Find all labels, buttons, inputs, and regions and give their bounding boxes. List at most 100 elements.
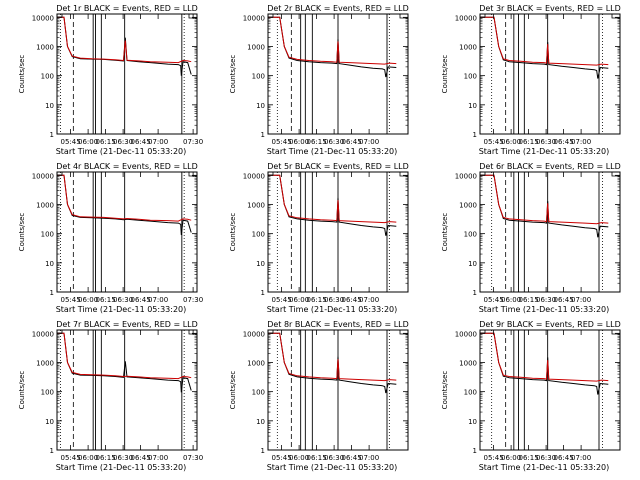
- x-tick-label: 06:45: [342, 454, 362, 462]
- series-events-line: [268, 174, 397, 236]
- corner-marker: [188, 14, 197, 19]
- y-axis-label: Counts/sec: [18, 55, 26, 94]
- x-tick-label: 06:00: [501, 138, 521, 146]
- x-axis-label: Start Time (21-Dec-11 05:33:20): [267, 305, 398, 314]
- series-lld-line: [480, 332, 609, 382]
- y-tick-label: 1: [261, 131, 265, 139]
- x-tick-label: 06:00: [78, 138, 98, 146]
- chart-title: Det 4r BLACK = Events, RED = LLD: [56, 162, 198, 171]
- x-tick-label: 06:00: [289, 454, 309, 462]
- x-tick-label: 06:45: [131, 138, 151, 146]
- x-tick-label: 06:30: [536, 138, 556, 146]
- plot-frame: [267, 13, 409, 135]
- x-tick-label: 06:45: [342, 138, 362, 146]
- y-axis-label: Counts/sec: [18, 371, 26, 410]
- chart-title: Det 6r BLACK = Events, RED = LLD: [479, 162, 621, 171]
- chart-panel-7: Det 7r BLACK = Events, RED = LLD Counts/s…: [18, 320, 203, 472]
- y-tick-label: 10: [256, 260, 265, 268]
- series-lld-line: [57, 16, 192, 64]
- x-tick-label: 05:45: [61, 296, 81, 304]
- y-tick-label: 10000: [32, 330, 54, 338]
- y-tick-label: 10: [45, 260, 54, 268]
- x-tick-label: 06:30: [324, 454, 344, 462]
- x-tick-label: 06:00: [289, 138, 309, 146]
- y-axis-label: Counts/sec: [229, 371, 237, 410]
- y-tick-label: 1: [261, 447, 265, 455]
- y-tick-label: 1000: [459, 43, 477, 51]
- x-tick-label: 07:00: [148, 138, 168, 146]
- series-events-line: [268, 332, 397, 394]
- x-tick-label: 06:00: [78, 454, 98, 462]
- y-tick-label: 10: [468, 102, 477, 110]
- x-tick-label: 06:15: [96, 296, 116, 304]
- x-tick-label: 06:45: [554, 138, 574, 146]
- x-tick-label: 06:15: [307, 296, 327, 304]
- x-tick-label: 06:30: [324, 296, 344, 304]
- x-axis-label: Start Time (21-Dec-11 05:33:20): [267, 147, 398, 156]
- y-tick-label: 1000: [36, 359, 54, 367]
- plot-area: [268, 330, 408, 450]
- y-tick-label: 1000: [247, 359, 265, 367]
- y-axis-label: Counts/sec: [229, 213, 237, 252]
- y-tick-label: 100: [41, 389, 54, 397]
- series-lld-line: [480, 16, 609, 66]
- y-tick-label: 100: [252, 73, 265, 81]
- series-lld-line: [480, 174, 609, 225]
- plot-area: [57, 172, 197, 292]
- chart-panel-5: Det 5r BLACK = Events, RED = LLD Counts/s…: [229, 162, 409, 314]
- y-tick-label: 10: [256, 102, 265, 110]
- corner-marker: [611, 172, 620, 177]
- plot-frame: [56, 329, 198, 451]
- y-axis-label: Counts/sec: [441, 371, 449, 410]
- chart-panel-2: Det 2r BLACK = Events, RED = LLD Counts/s…: [229, 4, 409, 156]
- x-tick-label: 06:15: [519, 138, 539, 146]
- chart-panel-1: Det 1r BLACK = Events, RED = LLD Counts/s…: [18, 4, 203, 156]
- plot-frame: [56, 13, 198, 135]
- corner-marker: [611, 14, 620, 19]
- y-tick-label: 10000: [455, 14, 477, 22]
- y-axis-label: Counts/sec: [441, 55, 449, 94]
- x-axis-label: Start Time (21-Dec-11 05:33:20): [56, 305, 187, 314]
- plot-area: [57, 330, 197, 450]
- plot-area: [268, 14, 408, 134]
- x-tick-label: 06:45: [342, 296, 362, 304]
- plot-area: [480, 330, 620, 450]
- plot-area: [57, 14, 197, 134]
- x-tick-label: 05:45: [61, 454, 81, 462]
- y-tick-label: 1000: [459, 359, 477, 367]
- y-tick-label: 100: [464, 73, 477, 81]
- corner-marker: [611, 330, 620, 335]
- x-tick-label: 07:00: [359, 138, 379, 146]
- x-axis-label: Start Time (21-Dec-11 05:33:20): [479, 147, 610, 156]
- y-tick-label: 1: [473, 289, 477, 297]
- series-events-line: [480, 332, 609, 395]
- x-tick-label: 05:45: [272, 454, 292, 462]
- x-tick-label: 07:00: [571, 454, 591, 462]
- x-tick-label: 05:45: [272, 296, 292, 304]
- series-lld-line: [268, 16, 397, 65]
- y-tick-label: 100: [41, 231, 54, 239]
- x-tick-label: 07:30: [183, 296, 203, 304]
- x-tick-label: 06:00: [501, 296, 521, 304]
- y-tick-label: 10: [468, 260, 477, 268]
- plot-frame: [267, 329, 409, 451]
- series-events-line: [480, 174, 609, 238]
- x-tick-label: 06:30: [113, 138, 133, 146]
- x-tick-label: 06:45: [131, 454, 151, 462]
- y-tick-label: 1000: [459, 201, 477, 209]
- chart-title: Det 7r BLACK = Events, RED = LLD: [56, 320, 198, 329]
- x-tick-label: 06:15: [307, 454, 327, 462]
- plot-frame: [479, 13, 621, 135]
- x-tick-label: 06:30: [324, 138, 344, 146]
- y-tick-label: 1: [50, 447, 54, 455]
- plot-frame: [479, 171, 621, 293]
- series-lld-line: [57, 332, 192, 380]
- x-tick-label: 06:00: [501, 454, 521, 462]
- chart-title: Det 9r BLACK = Events, RED = LLD: [479, 320, 621, 329]
- y-tick-label: 10: [45, 418, 54, 426]
- y-tick-label: 1: [50, 131, 54, 139]
- x-tick-label: 07:00: [571, 296, 591, 304]
- x-tick-label: 06:15: [96, 454, 116, 462]
- y-tick-label: 10000: [243, 330, 265, 338]
